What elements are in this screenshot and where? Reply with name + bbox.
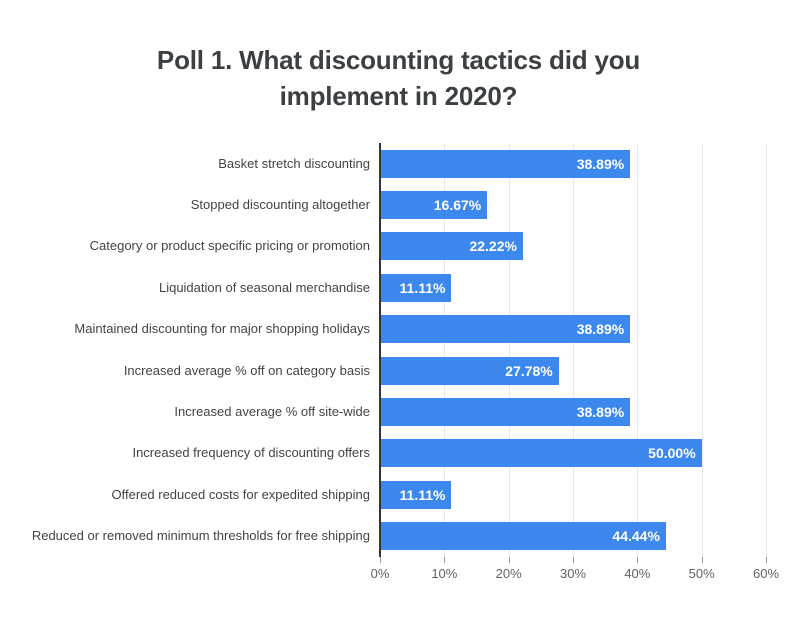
category-label: Increased average % off site-wide: [174, 403, 370, 419]
chart-title: Poll 1. What discounting tactics did you…: [60, 42, 737, 114]
gridline: [573, 143, 574, 557]
x-axis-tick-label: 60%: [752, 566, 780, 581]
category-label: Stopped discounting altogether: [190, 196, 370, 212]
x-axis-tick-mark: [508, 557, 510, 563]
bar-value-label: 38.89%: [576, 155, 625, 172]
x-axis-tick-mark: [637, 557, 639, 563]
bar-row[interactable]: 44.44%: [380, 522, 666, 551]
value-axis-line: [379, 143, 381, 557]
gridline: [508, 143, 510, 557]
bar[interactable]: [380, 273, 452, 302]
bar[interactable]: [380, 356, 559, 385]
bar-row[interactable]: 50.00%: [380, 439, 702, 468]
x-axis-tick-mark: [380, 557, 381, 563]
x-axis-tick-label: 10%: [431, 566, 458, 581]
plot-area: 38.89% 16.67% 22.22% 11.11% 38.89% 27.78% 38.8…: [380, 143, 767, 557]
gridline: [637, 143, 639, 557]
category-label: Basket stretch discounting: [218, 155, 370, 171]
category-label: Category or product specific pricing or …: [89, 238, 370, 254]
bar[interactable]: [380, 480, 452, 509]
x-axis-tick-label: 20%: [495, 566, 522, 581]
bar[interactable]: [380, 522, 666, 551]
x-axis-tick-label: 50%: [688, 566, 715, 581]
bar-value-label: 11.11%: [399, 486, 446, 503]
bar-value-label: 16.67%: [433, 196, 482, 213]
bar[interactable]: [380, 439, 702, 468]
category-label: Reduced or removed minimum thresholds fo…: [31, 528, 370, 544]
category-label: Liquidation of seasonal merchandise: [158, 279, 370, 295]
bar-value-label: 11.11%: [399, 279, 446, 296]
bar-row[interactable]: 16.67%: [380, 190, 488, 219]
gridline: [766, 143, 767, 557]
x-axis-tick-mark: [573, 557, 574, 563]
x-axis-tick-label: 0%: [370, 566, 390, 581]
gridline: [701, 143, 703, 557]
bar-value-label: 50.00%: [648, 445, 696, 462]
bar[interactable]: [380, 149, 631, 178]
bar-row[interactable]: 22.22%: [380, 232, 523, 261]
bar-value-label: 22.22%: [469, 238, 517, 255]
bar-row[interactable]: 38.89%: [380, 315, 631, 344]
bar[interactable]: [380, 190, 488, 219]
category-axis-labels: Basket stretch discounting Stopped discou…: [0, 143, 380, 557]
bar[interactable]: [380, 232, 523, 261]
bar-row[interactable]: 27.78%: [380, 356, 559, 385]
x-axis-tick-label: 30%: [559, 566, 587, 581]
bar-value-label: 38.89%: [576, 403, 625, 420]
bar-value-label: 44.44%: [612, 528, 660, 545]
bar-row[interactable]: 11.11%: [380, 273, 452, 302]
bar-row[interactable]: 11.11%: [380, 480, 452, 509]
category-label: Increased frequency of discounting offer…: [132, 445, 370, 461]
bar-row[interactable]: 38.89%: [380, 397, 631, 426]
category-label: Increased average % off on category basi…: [123, 362, 370, 378]
bar[interactable]: [380, 315, 631, 344]
x-axis-tick-mark: [766, 557, 767, 563]
bar[interactable]: [380, 397, 631, 426]
bar-value-label: 38.89%: [576, 321, 625, 338]
x-axis-tick-mark: [701, 557, 703, 563]
chart-title-line-1: Poll 1. What discounting tactics did you: [156, 45, 641, 75]
x-axis-tick-mark: [444, 557, 446, 563]
category-label: Maintained discounting for major shoppin…: [74, 321, 370, 337]
chart-title-line-2: implement in 2020?: [279, 81, 518, 111]
bar-value-label: 27.78%: [505, 362, 553, 379]
gridline: [444, 143, 446, 557]
x-axis-tick-label: 40%: [624, 566, 651, 581]
category-label: Offered reduced costs for expedited ship…: [111, 486, 370, 502]
bar-row[interactable]: 38.89%: [380, 149, 631, 178]
